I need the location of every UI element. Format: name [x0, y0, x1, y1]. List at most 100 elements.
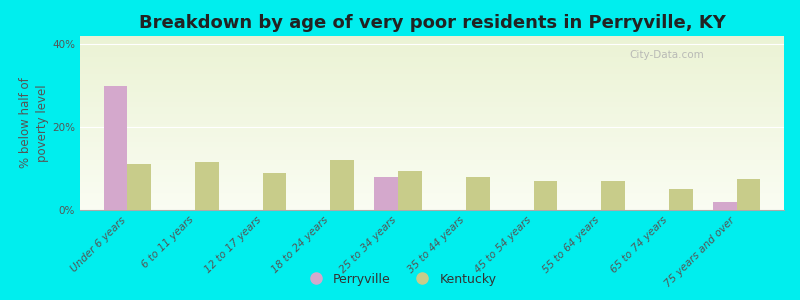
Bar: [80, 41, 784, 43]
Bar: [80, 127, 784, 128]
Bar: [80, 201, 784, 203]
Bar: [80, 175, 784, 177]
Bar: [80, 158, 784, 160]
Bar: [80, 144, 784, 146]
Bar: [80, 95, 784, 97]
Bar: [80, 78, 784, 80]
Bar: [80, 50, 784, 52]
Bar: [80, 80, 784, 81]
Bar: [80, 135, 784, 137]
Bar: [80, 118, 784, 119]
Bar: [80, 173, 784, 175]
Bar: [80, 74, 784, 76]
Bar: [80, 107, 784, 109]
Bar: [80, 188, 784, 189]
Bar: [80, 86, 784, 88]
Bar: [80, 186, 784, 188]
Bar: [127, 164, 151, 210]
Bar: [80, 99, 784, 100]
Bar: [80, 111, 784, 112]
Bar: [80, 198, 784, 200]
Y-axis label: % below half of
poverty level: % below half of poverty level: [19, 78, 50, 168]
Bar: [80, 55, 784, 57]
Bar: [80, 81, 784, 83]
Bar: [80, 48, 784, 50]
Bar: [80, 119, 784, 121]
Bar: [713, 202, 737, 210]
Bar: [80, 184, 784, 186]
Bar: [80, 64, 784, 66]
Bar: [80, 132, 784, 134]
Bar: [80, 45, 784, 46]
Bar: [80, 67, 784, 69]
Bar: [80, 46, 784, 48]
Bar: [80, 123, 784, 125]
Bar: [104, 86, 127, 210]
Bar: [80, 167, 784, 168]
Bar: [80, 134, 784, 135]
Bar: [80, 114, 784, 116]
Bar: [80, 104, 784, 106]
Bar: [80, 180, 784, 182]
Bar: [80, 116, 784, 118]
Bar: [466, 177, 490, 210]
Bar: [80, 149, 784, 151]
Bar: [80, 83, 784, 85]
Bar: [80, 125, 784, 127]
Bar: [80, 182, 784, 184]
Bar: [80, 200, 784, 201]
Bar: [80, 90, 784, 92]
Bar: [80, 43, 784, 45]
Bar: [80, 142, 784, 144]
Bar: [534, 181, 558, 210]
Bar: [80, 193, 784, 194]
Bar: [80, 73, 784, 74]
Bar: [80, 208, 784, 210]
Bar: [195, 162, 218, 210]
Bar: [80, 156, 784, 158]
Bar: [80, 53, 784, 55]
Bar: [80, 170, 784, 172]
Bar: [80, 112, 784, 114]
Bar: [262, 173, 286, 210]
Bar: [80, 147, 784, 149]
Bar: [80, 163, 784, 165]
Bar: [80, 194, 784, 196]
Bar: [737, 179, 760, 210]
Title: Breakdown by age of very poor residents in Perryville, KY: Breakdown by age of very poor residents …: [138, 14, 726, 32]
Bar: [80, 57, 784, 58]
Bar: [80, 160, 784, 161]
Bar: [80, 85, 784, 86]
Bar: [80, 140, 784, 142]
Bar: [330, 160, 354, 210]
Bar: [80, 196, 784, 198]
Bar: [80, 121, 784, 123]
Bar: [80, 151, 784, 153]
Bar: [80, 137, 784, 139]
Bar: [80, 52, 784, 53]
Bar: [80, 102, 784, 104]
Bar: [80, 76, 784, 78]
Bar: [80, 109, 784, 111]
Bar: [80, 146, 784, 147]
Bar: [80, 179, 784, 180]
Bar: [80, 38, 784, 40]
Bar: [374, 177, 398, 210]
Bar: [80, 153, 784, 154]
Legend: Perryville, Kentucky: Perryville, Kentucky: [298, 268, 502, 291]
Bar: [80, 36, 784, 38]
Bar: [398, 171, 422, 210]
Bar: [80, 92, 784, 93]
Bar: [80, 60, 784, 62]
Bar: [669, 189, 693, 210]
Bar: [80, 106, 784, 107]
Bar: [80, 40, 784, 41]
Bar: [80, 139, 784, 140]
Bar: [80, 71, 784, 73]
Bar: [80, 172, 784, 173]
Bar: [80, 97, 784, 99]
Bar: [80, 69, 784, 71]
Bar: [80, 88, 784, 90]
Bar: [602, 181, 625, 210]
Bar: [80, 130, 784, 132]
